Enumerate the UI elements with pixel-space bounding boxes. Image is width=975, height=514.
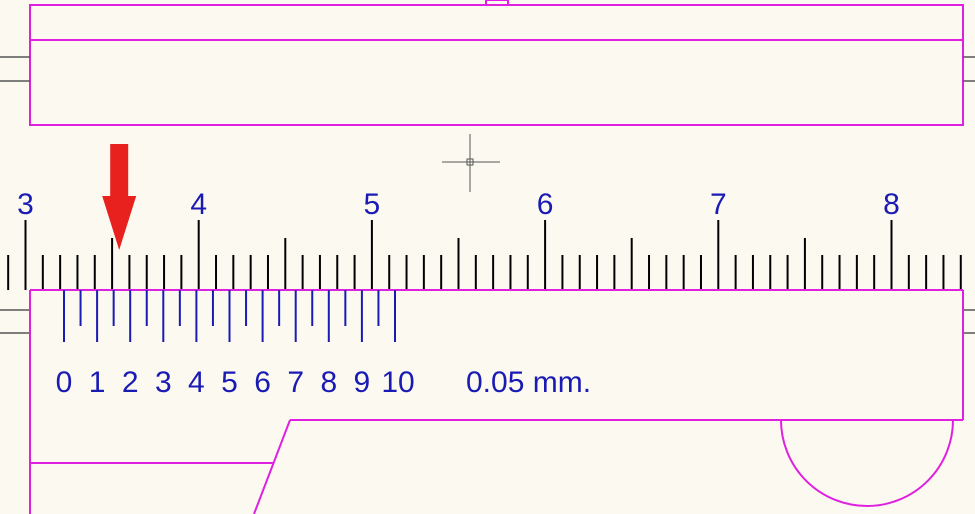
arrow-down-icon: [102, 144, 137, 250]
vernier-scale-label: 1: [89, 366, 106, 399]
main-scale-labels: 3 4 5 6 7 8: [17, 188, 900, 221]
vernier-scale-label: 10: [381, 366, 414, 399]
vernier-scale-label: 2: [122, 366, 139, 399]
vernier-scale-label: 3: [155, 366, 172, 399]
main-scale-label: 6: [537, 188, 554, 221]
side-stubs: [0, 56, 975, 334]
upper-beam-body: [29, 4, 964, 126]
crosshair-icon: [442, 134, 500, 192]
vernier-scale-label: 4: [188, 366, 205, 399]
vernier-slider: [29, 289, 964, 514]
vernier-scale-label: 7: [287, 366, 304, 399]
vernier-scale-label: 0: [56, 366, 73, 399]
precision-label: 0.05 mm.: [466, 366, 591, 399]
vernier-scale-label: 5: [221, 366, 238, 399]
vernier-scale-ticks: [63, 290, 396, 342]
thumb-wheel: [780, 419, 954, 507]
upper-beam: [29, 0, 964, 126]
lower-jaw-slant: [253, 419, 291, 514]
main-scale-label: 8: [883, 188, 900, 221]
vernier-scale-label: 9: [354, 366, 371, 399]
vernier-scale-label: 8: [320, 366, 337, 399]
vernier-scale-labels: 0 1 2 3 4 5 6 7 8 9 10: [56, 366, 415, 399]
main-scale-ticks: [7, 220, 962, 290]
vernier-scale-label: 6: [254, 366, 271, 399]
main-scale-label: 3: [17, 188, 34, 221]
main-scale-label: 7: [710, 188, 727, 221]
main-scale-label: 5: [364, 188, 381, 221]
main-scale-label: 4: [190, 188, 207, 221]
upper-beam-notch: [485, 0, 509, 6]
